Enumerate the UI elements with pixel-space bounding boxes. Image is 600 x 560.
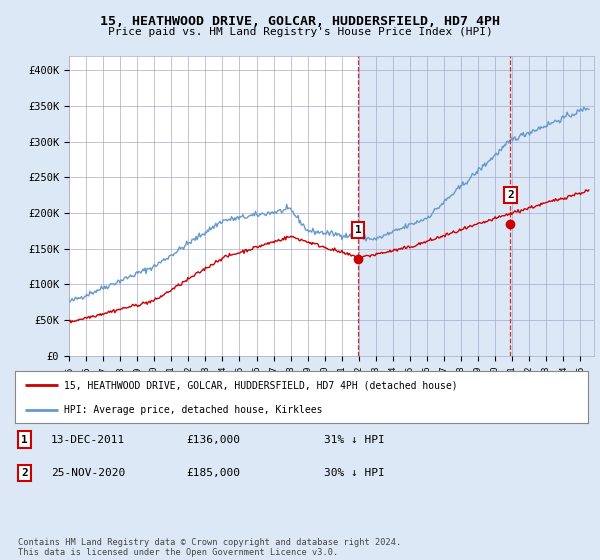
Bar	[69, 56, 358, 356]
Text: 15, HEATHWOOD DRIVE, GOLCAR, HUDDERSFIELD, HD7 4PH: 15, HEATHWOOD DRIVE, GOLCAR, HUDDERSFIEL…	[100, 15, 500, 27]
Text: £185,000: £185,000	[186, 468, 240, 478]
Text: Contains HM Land Registry data © Crown copyright and database right 2024.
This d: Contains HM Land Registry data © Crown c…	[18, 538, 401, 557]
Text: 1: 1	[355, 225, 361, 235]
Bar	[511, 56, 600, 356]
Text: HPI: Average price, detached house, Kirklees: HPI: Average price, detached house, Kirk…	[64, 405, 322, 415]
Text: Price paid vs. HM Land Registry's House Price Index (HPI): Price paid vs. HM Land Registry's House …	[107, 27, 493, 37]
Text: 30% ↓ HPI: 30% ↓ HPI	[324, 468, 385, 478]
Text: 2: 2	[507, 190, 514, 200]
Text: 2: 2	[21, 468, 28, 478]
Text: 25-NOV-2020: 25-NOV-2020	[51, 468, 125, 478]
Text: 31% ↓ HPI: 31% ↓ HPI	[324, 435, 385, 445]
Bar	[358, 56, 511, 356]
Text: 1: 1	[21, 435, 28, 445]
Text: £136,000: £136,000	[186, 435, 240, 445]
Text: 13-DEC-2011: 13-DEC-2011	[51, 435, 125, 445]
Text: 15, HEATHWOOD DRIVE, GOLCAR, HUDDERSFIELD, HD7 4PH (detached house): 15, HEATHWOOD DRIVE, GOLCAR, HUDDERSFIEL…	[64, 380, 457, 390]
